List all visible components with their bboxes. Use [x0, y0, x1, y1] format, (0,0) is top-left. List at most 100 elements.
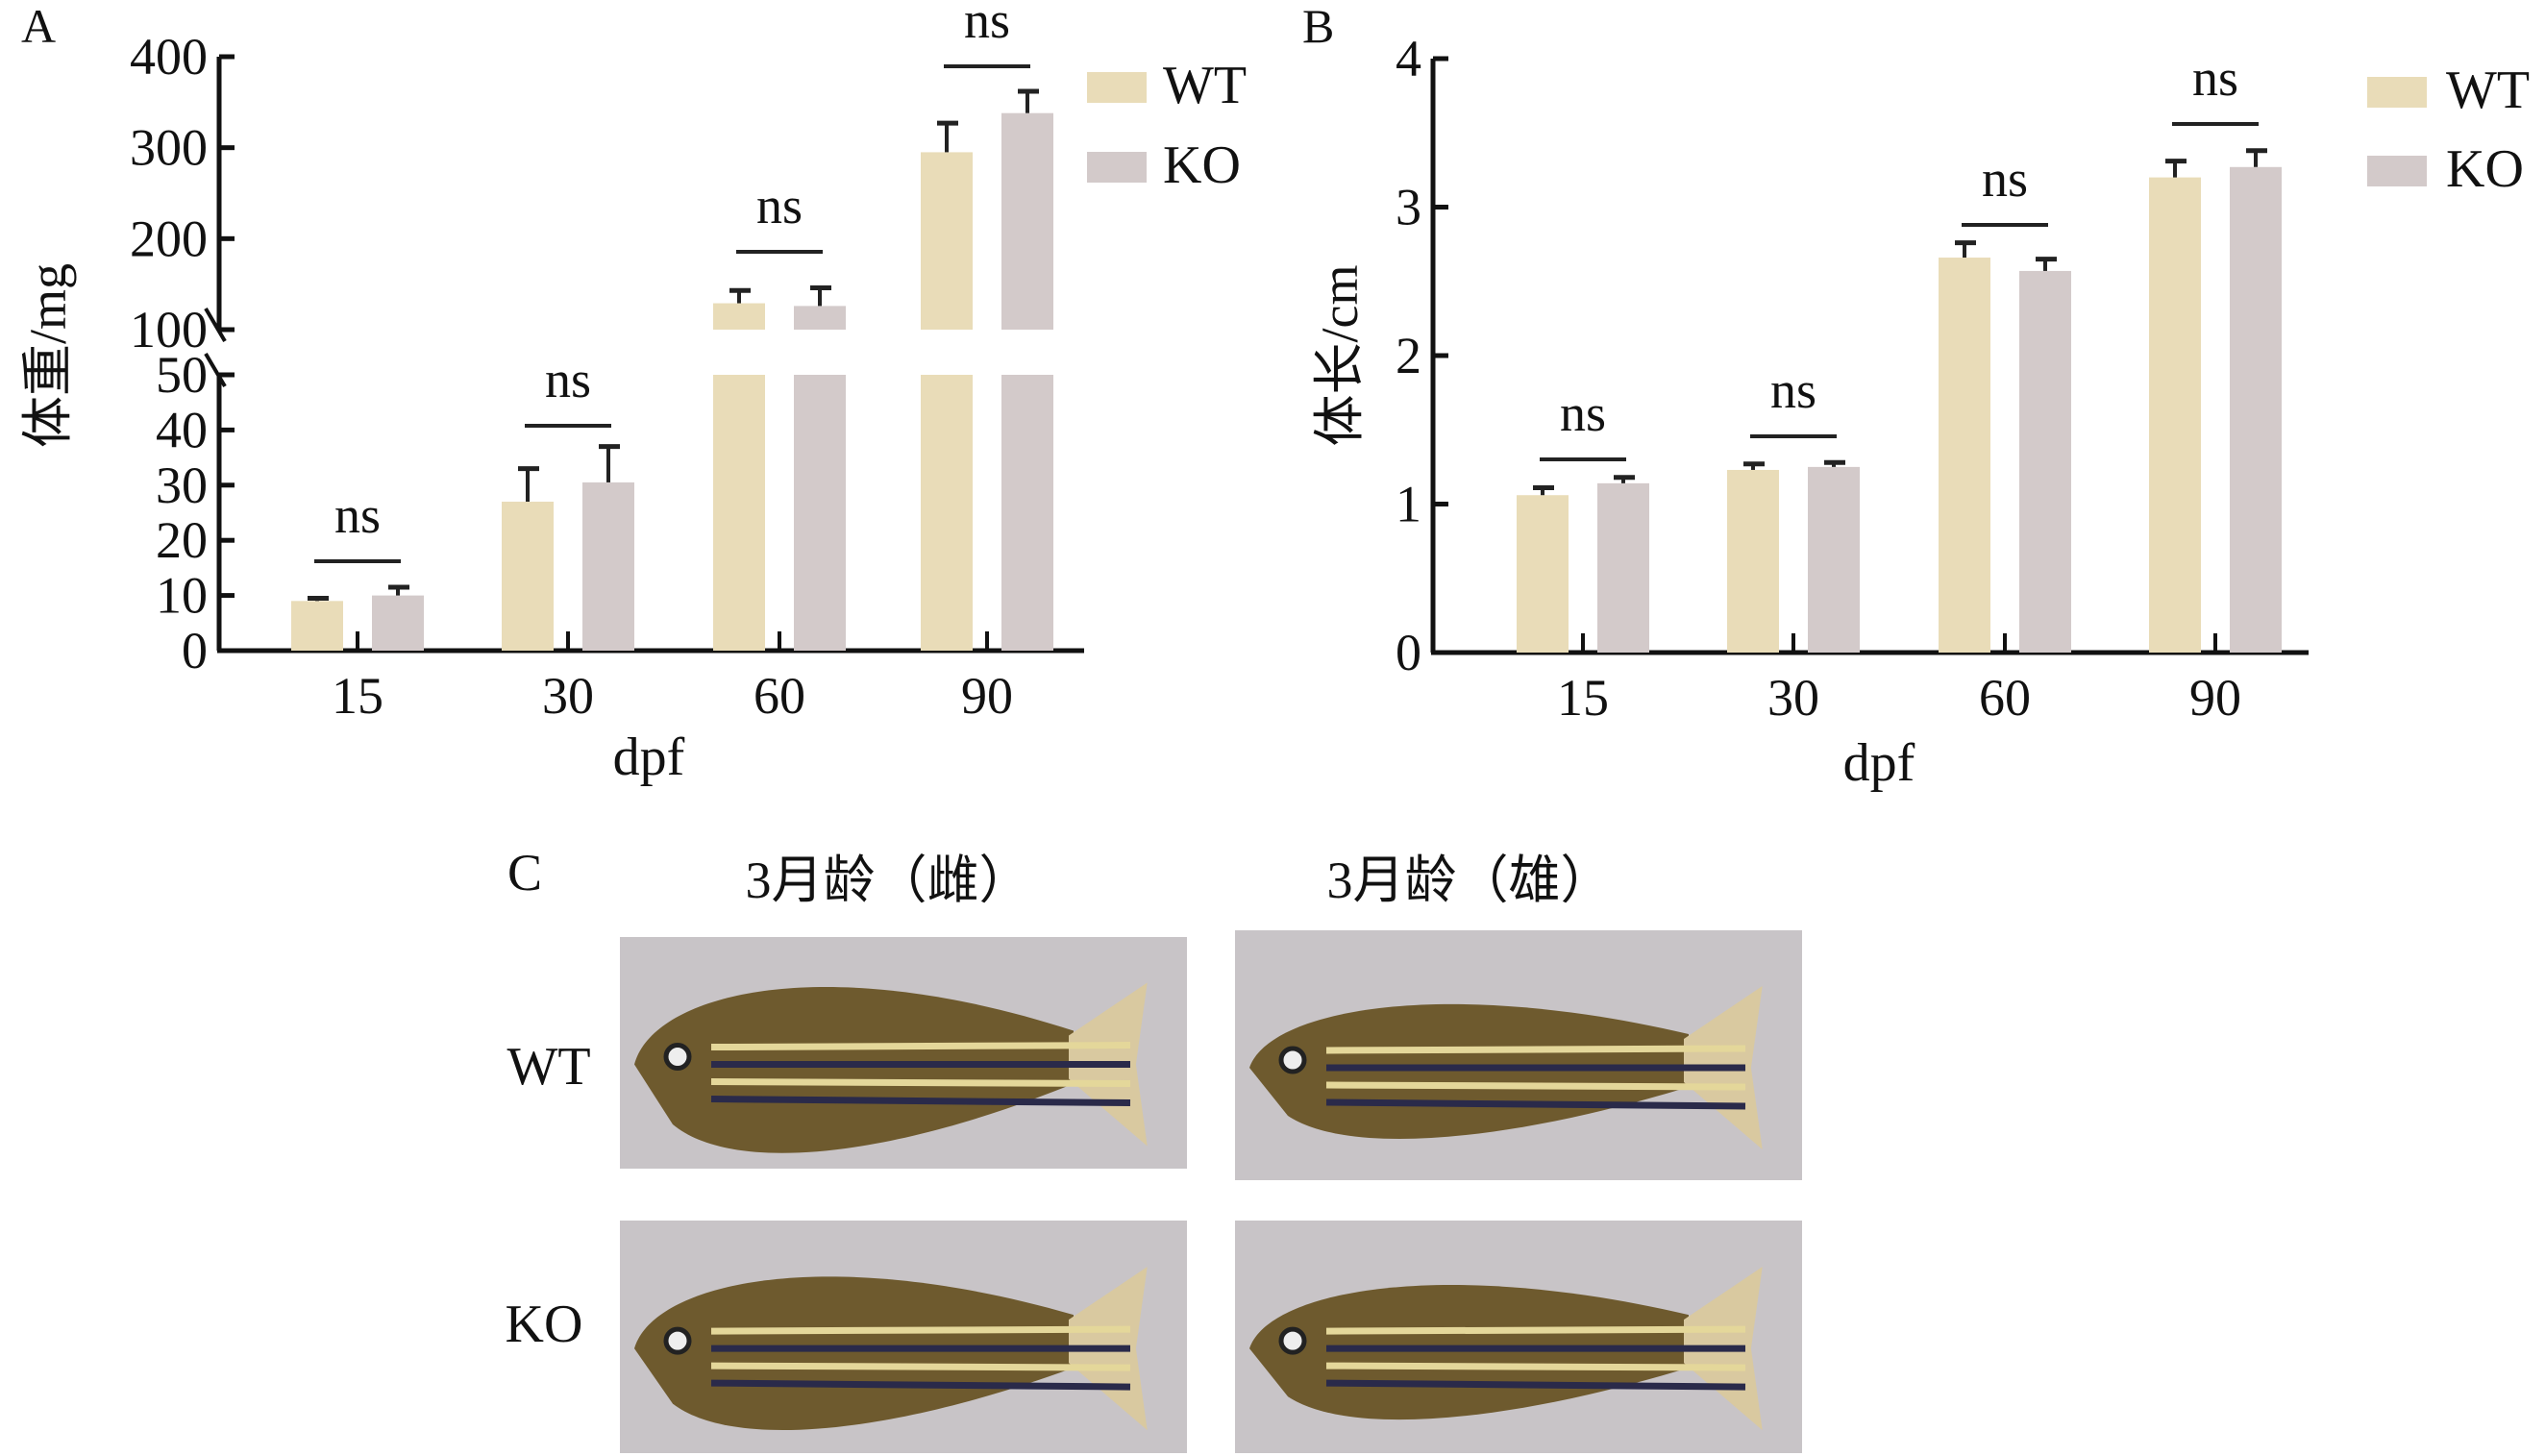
fish-body: [634, 1276, 1074, 1431]
significance-label: ns: [1560, 384, 1606, 442]
y-tick-label: 400: [130, 28, 208, 86]
fish-body: [634, 987, 1074, 1153]
chart-a-legend: WT KO: [1087, 56, 1247, 195]
fish-eye: [663, 1043, 692, 1072]
significance-label: ns: [2192, 49, 2238, 107]
x-tick-label: 15: [332, 667, 383, 725]
significance-label: ns: [545, 351, 591, 408]
fish-stripe: [1325, 1379, 1746, 1391]
bar-ko: [1001, 375, 1053, 651]
fish-photo-ko-female: [620, 1221, 1187, 1453]
bar-ko: [582, 481, 634, 651]
fish-stripe: [1325, 1045, 1746, 1054]
chart-b-legend: WT KO: [2367, 61, 2530, 199]
legend-label-ko: KO: [2446, 139, 2524, 199]
bar-wt-upper: [921, 152, 973, 330]
panel-c: C 3月龄（雌） 3月龄（雄） WT KO: [506, 844, 1802, 1453]
fish-stripe: [710, 1042, 1131, 1051]
bar-ko: [2019, 270, 2071, 653]
legend-label-ko: KO: [1163, 136, 1241, 195]
fish-stripe: [710, 1096, 1131, 1107]
y-tick-label: 3: [1396, 179, 1421, 236]
legend-swatch-wt: [2367, 77, 2427, 108]
significance-label: ns: [1982, 150, 2028, 208]
x-tick-label: 30: [1767, 669, 1819, 727]
column-header-male: 3月龄（雄）: [1327, 851, 1613, 909]
chart-b-xlabel: dpf: [1843, 733, 1915, 793]
bar-wt: [291, 601, 343, 651]
x-tick-label: 90: [2189, 669, 2241, 727]
column-header-female: 3月龄（雌）: [746, 851, 1031, 909]
fish-eye: [1278, 1326, 1307, 1355]
panel-label-a: A: [21, 0, 56, 53]
bar-ko-upper: [1001, 112, 1053, 331]
legend-label-wt: WT: [1163, 56, 1247, 115]
y-tick-label: 300: [130, 119, 208, 177]
y-tick-label: 10: [156, 567, 208, 625]
fish-stripe: [1325, 1098, 1746, 1110]
y-tick-label: 40: [156, 401, 208, 458]
fish-stripe: [1325, 1081, 1746, 1091]
bar-wt: [1939, 258, 1990, 653]
fish-stripe: [710, 1078, 1131, 1088]
y-tick-label: 30: [156, 457, 208, 514]
fish-eye: [663, 1326, 692, 1355]
x-tick-label: 90: [961, 667, 1013, 725]
fish-eye: [1278, 1046, 1307, 1074]
fish-photo-wt-female: [620, 937, 1187, 1169]
chart-b: 0 1 2 3 4 15 ns 30 ns 60 ns 90 ns: [1396, 30, 2309, 727]
y-tick-label: 0: [182, 622, 208, 679]
y-tick-label: 0: [1396, 624, 1421, 681]
fish-stripe: [710, 1379, 1131, 1391]
bar-wt-upper: [713, 303, 765, 330]
bar-ko: [372, 595, 424, 651]
bar-ko: [1597, 482, 1649, 653]
axis-break-mark: [204, 307, 227, 343]
x-tick-label: 30: [542, 667, 594, 725]
panel-label-b: B: [1302, 0, 1334, 53]
legend-swatch-ko: [2367, 156, 2427, 186]
row-label-ko: KO: [506, 1295, 583, 1354]
significance-label: ns: [756, 177, 803, 234]
fish-photo-wt-male: [1235, 930, 1802, 1180]
chart-b-ylabel: 体长/cm: [1311, 265, 1369, 447]
fish-stripe: [710, 1362, 1131, 1371]
fish-stripe: [1325, 1325, 1746, 1335]
chart-a-xlabel: dpf: [613, 728, 685, 787]
bar-wt: [2149, 177, 2201, 653]
bar-wt: [921, 375, 973, 651]
fish-stripe: [710, 1325, 1131, 1335]
significance-label: ns: [334, 486, 381, 544]
x-tick-label: 15: [1557, 669, 1609, 727]
x-tick-label: 60: [754, 667, 805, 725]
y-tick-label: 1: [1396, 476, 1421, 533]
bar-wt: [502, 502, 554, 651]
legend-swatch-ko: [1087, 152, 1147, 183]
y-tick-label: 100: [130, 301, 208, 358]
chart-a-ylabel: 体重/mg: [19, 263, 77, 448]
y-tick-label: 4: [1396, 30, 1421, 87]
legend-label-wt: WT: [2446, 61, 2530, 120]
y-tick-label: 2: [1396, 327, 1421, 384]
y-tick-label: 20: [156, 511, 208, 569]
x-tick-label: 60: [1979, 669, 2031, 727]
bar-wt: [713, 375, 765, 651]
fish-stripe: [1325, 1362, 1746, 1371]
row-label-wt: WT: [507, 1037, 590, 1097]
axis-break-mark: [204, 352, 227, 388]
fish-photo-ko-male: [1235, 1221, 1802, 1453]
bar-wt: [1727, 469, 1779, 653]
bar-wt: [1517, 495, 1569, 653]
legend-swatch-wt: [1087, 72, 1147, 103]
panel-label-c: C: [507, 844, 542, 901]
y-tick-label: 200: [130, 210, 208, 267]
y-tick-label: 50: [156, 346, 208, 404]
significance-label: ns: [964, 0, 1010, 49]
bar-ko-upper: [794, 306, 846, 330]
significance-label: ns: [1770, 361, 1816, 419]
bar-ko: [1808, 466, 1860, 653]
bar-ko: [794, 375, 846, 651]
bar-ko: [2230, 166, 2282, 653]
